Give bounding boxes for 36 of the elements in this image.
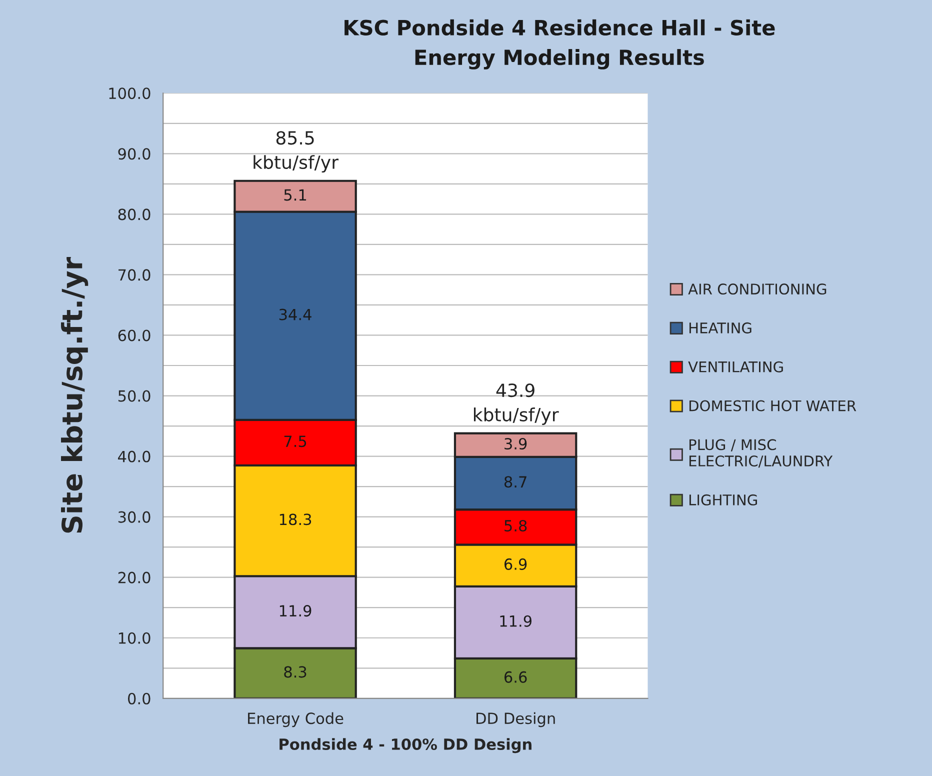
data-label: 3.9: [504, 438, 527, 450]
data-label: 6.6: [504, 671, 527, 683]
data-label: 11.9: [500, 615, 532, 627]
legend-label: DOMESTIC HOT WATER: [689, 400, 856, 412]
chart-title: KSC Pondside 4 Residence Hall - Site Energy Modeling Results: [344, 19, 775, 70]
x-axis-title: Pondside 4 - 100% DD Design: [280, 738, 532, 754]
y-tick-label: 20.0: [118, 572, 150, 584]
legend-label: PLUG / MISC ELECTRIC/LAUNDRY: [689, 439, 833, 468]
y-tick-label: 30.0: [118, 511, 150, 523]
y-tick-label: 100.0: [109, 88, 150, 100]
data-label: 5.1: [284, 189, 306, 201]
data-label: 18.3: [280, 514, 312, 526]
data-label: 5.8: [504, 520, 527, 532]
y-axis-title: Site kbtu/sq.ft./yr: [61, 256, 88, 533]
data-label: 8.3: [284, 666, 306, 678]
legend-label: LIGHTING: [689, 494, 757, 506]
y-tick-label: 70.0: [118, 269, 150, 281]
data-label: 6.9: [504, 558, 527, 570]
x-tick-label: DD Design: [476, 712, 555, 728]
data-label: 7.5: [284, 436, 306, 448]
total-label: 43.9 kbtu/sf/yr: [474, 383, 559, 425]
data-label: 8.7: [504, 476, 526, 488]
y-tick-label: 40.0: [118, 450, 150, 462]
y-tick-label: 50.0: [118, 390, 150, 402]
x-tick-label: Energy Code: [248, 712, 344, 728]
y-tick-label: 60.0: [118, 330, 150, 342]
data-label: 34.4: [279, 308, 312, 320]
y-tick-label: 90.0: [118, 148, 150, 160]
y-tick-label: 10.0: [118, 632, 150, 644]
legend-label: HEATING: [689, 322, 752, 334]
data-label: 11.9: [280, 605, 312, 617]
legend-label: AIR CONDITIONING: [688, 284, 826, 295]
total-label: 85.5 kbtu/sf/yr: [254, 131, 339, 173]
y-tick-label: 80.0: [118, 208, 150, 220]
legend-label: VENTILATING: [688, 361, 783, 372]
y-tick-label: 0.0: [128, 692, 150, 704]
